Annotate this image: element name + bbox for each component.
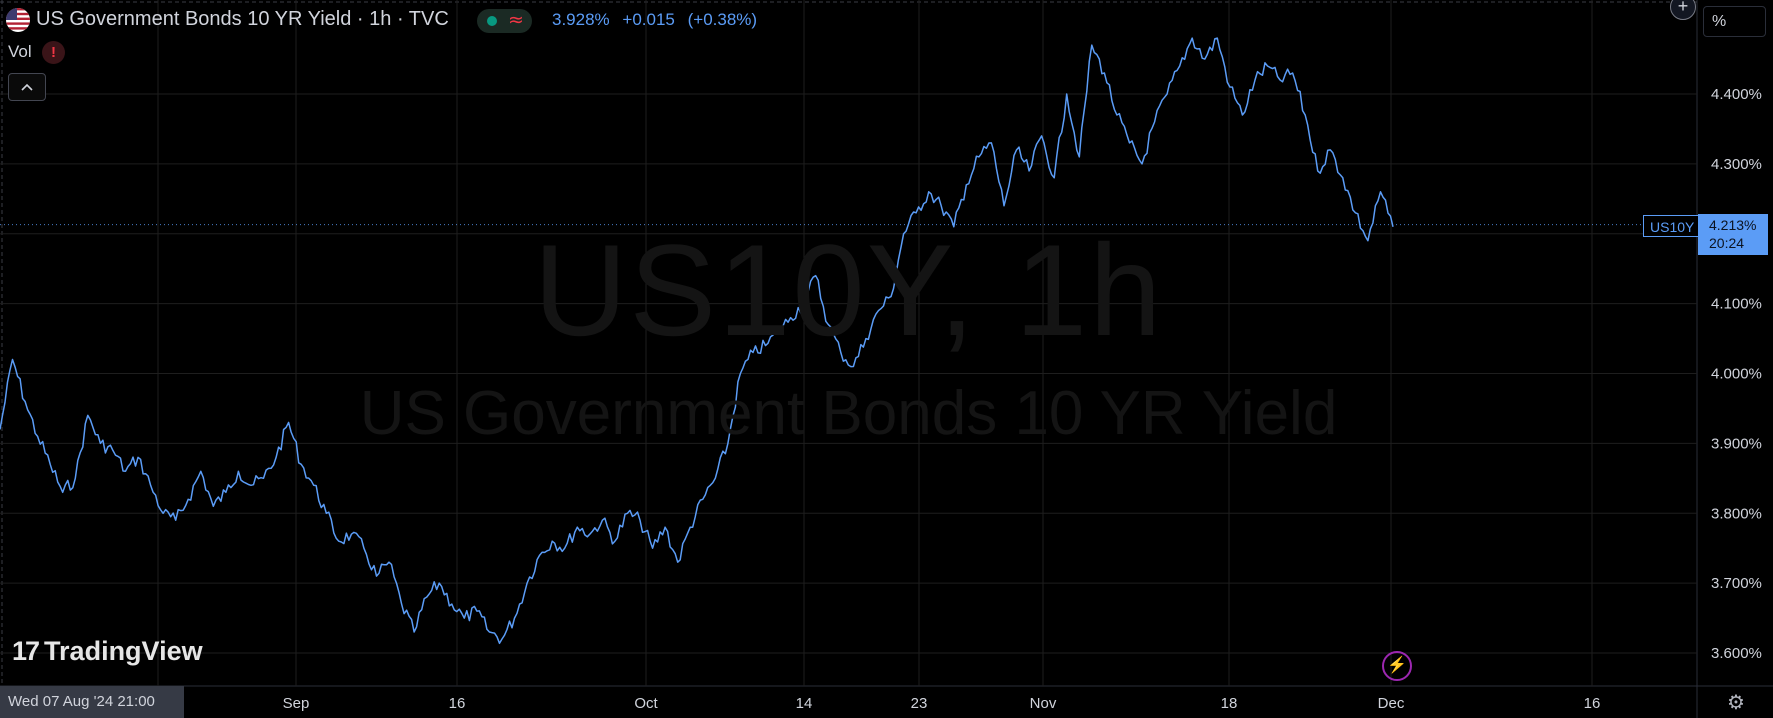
description-watermark: US Government Bonds 10 YR Yield <box>359 379 1338 448</box>
last-price-value: 4.213% <box>1709 217 1757 233</box>
y-tick-label: 4.300% <box>1711 156 1762 173</box>
x-tick-label: 23 <box>911 695 928 712</box>
collapse-legend-button[interactable] <box>8 73 46 101</box>
us-flag-icon <box>6 8 30 32</box>
x-tick-label: Oct <box>634 695 658 712</box>
volume-indicator-label[interactable]: Vol <box>8 42 32 61</box>
logo-text: TradingView <box>44 636 203 666</box>
x-tick-label: 16 <box>1584 695 1601 712</box>
tradingview-logo-icon: 17 <box>12 636 40 666</box>
gear-icon[interactable]: ⚙ <box>1727 692 1745 714</box>
last-price-scale-label: 4.213% 20:24 <box>1698 214 1768 255</box>
y-tick-label: 4.100% <box>1711 296 1762 313</box>
market-open-dot-icon <box>487 16 497 26</box>
x-tick-label: 16 <box>449 695 466 712</box>
bar-countdown: 20:24 <box>1709 235 1745 251</box>
y-tick-label: 4.000% <box>1711 366 1762 383</box>
delayed-data-icon: ≈ <box>508 9 524 31</box>
x-tick-label: 14 <box>796 695 813 712</box>
chevron-up-icon <box>21 83 33 91</box>
symbol-watermark: US10Y, 1h <box>533 217 1164 363</box>
market-status-pill[interactable]: ≈ <box>477 9 532 33</box>
crosshair-date-label: Wed 07 Aug '24 21:00 <box>0 686 184 718</box>
last-price: 3.928% <box>552 10 610 29</box>
x-tick-label: Sep <box>283 695 310 712</box>
series-line <box>0 37 1394 645</box>
x-tick-label: Dec <box>1378 695 1405 712</box>
warning-icon[interactable]: ! <box>42 41 65 64</box>
y-tick-label: 3.900% <box>1711 435 1762 452</box>
lightning-icon[interactable]: ⚡ <box>1382 651 1412 681</box>
symbol-title[interactable]: US Government Bonds 10 YR Yield · 1h · T… <box>36 8 449 30</box>
y-tick-label: 3.600% <box>1711 645 1762 662</box>
y-tick-label: 3.800% <box>1711 505 1762 522</box>
y-tick-label: 3.700% <box>1711 575 1762 592</box>
price-change-pct: (+0.38%) <box>687 10 758 29</box>
x-tick-label: Nov <box>1030 695 1057 712</box>
tradingview-logo[interactable]: 17 TradingView <box>12 636 203 667</box>
y-tick-label: 4.400% <box>1711 86 1762 103</box>
x-tick-label: 18 <box>1221 695 1238 712</box>
price-scale-unit-button[interactable]: % <box>1703 6 1766 37</box>
add-icon[interactable]: + <box>1670 0 1696 20</box>
legend-price: 3.928% +0.015 (+0.38%) <box>552 10 765 30</box>
price-change: +0.015 <box>622 10 675 29</box>
symbol-scale-label: US10Y <box>1643 215 1702 237</box>
